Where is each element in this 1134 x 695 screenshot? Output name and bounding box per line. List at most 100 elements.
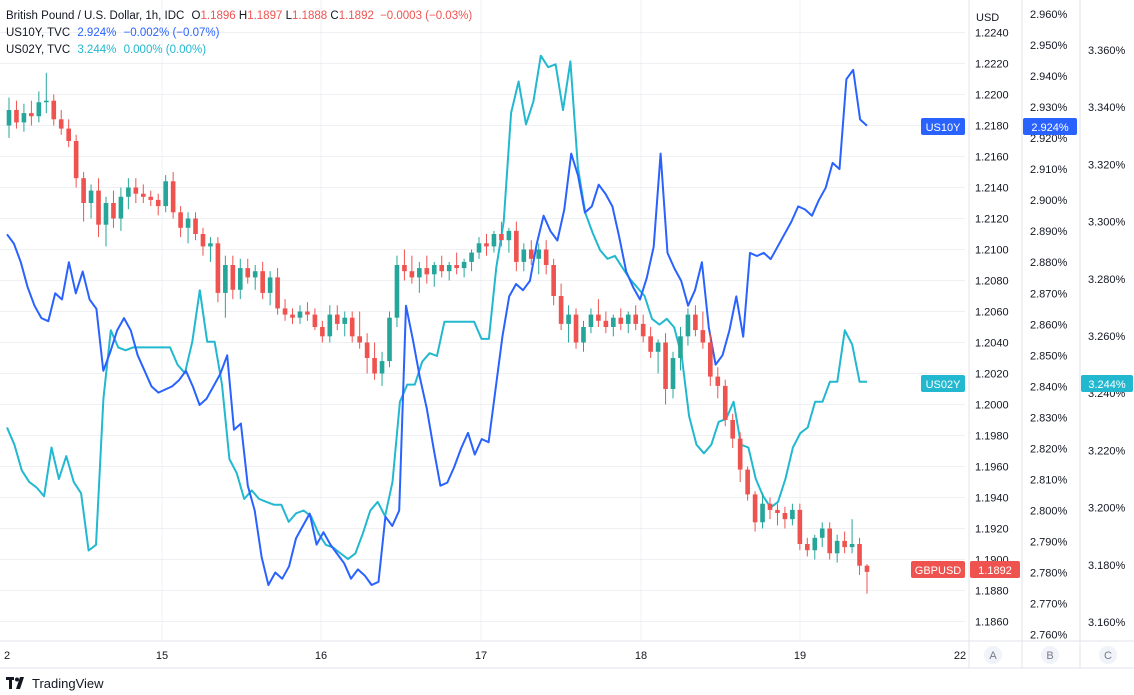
- us10y-tick: 2.800%: [1030, 505, 1068, 517]
- candle: [439, 255, 445, 278]
- candle-body: [178, 212, 183, 228]
- legend-row-us10y[interactable]: US10Y, TVC 2.924% −0.002% (−0.07%): [6, 25, 472, 42]
- candle-body: [864, 565, 870, 572]
- price-tick: 1.2200: [975, 90, 1009, 102]
- candle-body: [334, 314, 340, 324]
- candle-body: [357, 336, 362, 343]
- candle-body: [185, 218, 191, 228]
- time-tick: 17: [475, 650, 487, 662]
- candle-body: [596, 314, 601, 321]
- candle-body: [700, 330, 706, 343]
- candle: [193, 212, 198, 241]
- us02y-value-text: 3.244%: [1088, 379, 1126, 391]
- us10y-tick: 2.790%: [1030, 537, 1068, 549]
- candle: [782, 506, 788, 529]
- candle-body: [51, 100, 57, 120]
- candle: [133, 178, 139, 203]
- candle: [327, 305, 333, 343]
- legend-us10y-value: 2.924%: [77, 27, 117, 39]
- candle: [491, 230, 497, 253]
- candle-body: [670, 358, 676, 389]
- candle: [282, 299, 288, 321]
- horizontal-gridlines: [0, 32, 965, 622]
- candle: [551, 258, 556, 306]
- scale-button-a[interactable]: A: [984, 646, 1002, 664]
- candle: [640, 314, 646, 343]
- candle-body: [103, 203, 109, 225]
- price-tick: 1.2020: [975, 369, 1009, 381]
- candle-body: [819, 528, 825, 538]
- us10y-tick: 2.950%: [1030, 40, 1068, 52]
- candle-body: [267, 277, 273, 293]
- legend-row-gbpusd[interactable]: British Pound / U.S. Dollar, 1h, IDC O1.…: [6, 8, 472, 25]
- candle-body: [499, 234, 504, 241]
- legend-row-us02y[interactable]: US02Y, TVC 3.244% 0.000% (0.00%): [6, 42, 472, 59]
- legend-close-value: 1.1892: [338, 10, 374, 22]
- us10y-series: [6, 68, 868, 586]
- candle-body: [514, 230, 519, 262]
- candle: [633, 305, 639, 331]
- candle-body: [588, 314, 594, 327]
- candle-body: [133, 187, 139, 194]
- scale-button-c[interactable]: C: [1099, 646, 1117, 664]
- us10y-tick: 2.810%: [1030, 474, 1068, 486]
- us10y-tick: 2.770%: [1030, 599, 1068, 611]
- candle-body: [290, 314, 295, 318]
- currency-label: USD: [976, 12, 999, 24]
- candle-body: [66, 128, 71, 141]
- candle-body: [581, 327, 586, 343]
- candle-body: [760, 503, 765, 523]
- time-tick: 15: [156, 650, 168, 662]
- candle-body: [6, 110, 12, 126]
- legend-high-label: H: [238, 10, 248, 22]
- legend-low-value: 1.1888: [291, 10, 328, 22]
- candle: [200, 227, 206, 256]
- tradingview-branding[interactable]: TradingView: [6, 673, 104, 693]
- candle-body: [745, 469, 750, 495]
- candle: [700, 311, 706, 349]
- candle-body: [491, 234, 497, 247]
- us10y-line: [6, 68, 868, 586]
- candle-body: [536, 249, 542, 259]
- candle-body: [431, 265, 437, 275]
- candle-body: [603, 320, 609, 327]
- gbpusd-value-badge: 1.1892: [970, 561, 1020, 578]
- price-axis: 1.2240 1.2220 1.2200 1.2180 1.2160 1.2140 1.21…: [975, 28, 1009, 629]
- candle-body: [715, 376, 721, 386]
- candle-body: [782, 513, 788, 520]
- candle-body: [163, 181, 168, 207]
- candle: [819, 522, 825, 548]
- time-tick: 2: [4, 650, 10, 662]
- price-tick: 1.2140: [975, 183, 1009, 195]
- us10y-tick: 2.920%: [1030, 133, 1068, 145]
- candle-body: [111, 203, 116, 219]
- candle-body: [648, 336, 653, 352]
- candle: [618, 308, 624, 331]
- scale-label-c: C: [1104, 650, 1112, 662]
- us02y-tick: 3.320%: [1088, 159, 1126, 171]
- candle: [58, 110, 64, 135]
- candle: [670, 351, 676, 399]
- candle: [417, 261, 422, 293]
- candle-body: [461, 261, 467, 269]
- candle: [14, 100, 19, 129]
- candle-body: [29, 113, 34, 117]
- candle: [842, 531, 847, 554]
- price-tick: 1.2040: [975, 338, 1009, 350]
- price-tick: 1.2120: [975, 214, 1009, 226]
- candle: [96, 178, 101, 238]
- candle-body: [805, 544, 810, 551]
- legend-us10y-name: US10Y, TVC: [6, 27, 71, 39]
- candle-body: [372, 358, 377, 374]
- legend-high-value: 1.1897: [247, 10, 283, 22]
- candle: [402, 249, 407, 281]
- legend-us02y-change: 0.000% (0.00%): [123, 44, 207, 56]
- us10y-value-badge: 2.924%: [1023, 118, 1077, 135]
- candle-body: [521, 249, 527, 262]
- scale-button-b[interactable]: B: [1041, 646, 1059, 664]
- price-tick: 1.2000: [975, 400, 1009, 412]
- us10y-tick: 2.830%: [1030, 412, 1068, 424]
- candle: [797, 503, 803, 551]
- candle: [767, 497, 773, 520]
